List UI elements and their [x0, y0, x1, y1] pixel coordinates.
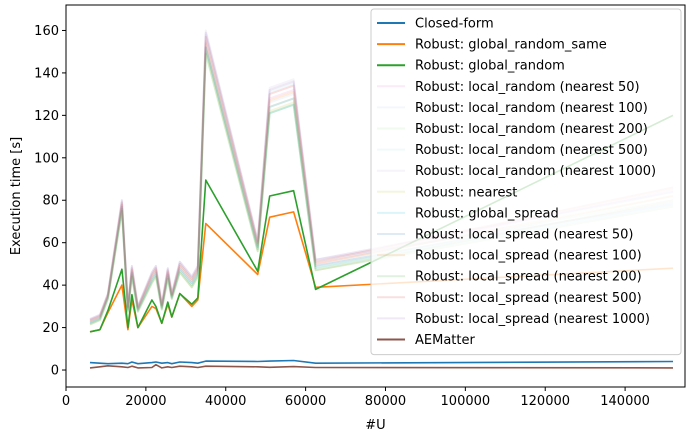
series-line-8	[89, 50, 674, 326]
legend-label: Robust: local_random (nearest 200)	[415, 122, 648, 137]
series-line-12	[89, 52, 674, 326]
series-line-2	[89, 114, 674, 333]
y-tick-label: 100	[34, 151, 59, 166]
y-axis: 0 20 40 60 80 100 120 140 160	[34, 24, 66, 379]
series-line-5	[89, 48, 674, 325]
x-tick-label: 140000	[600, 394, 650, 409]
x-tick-label: 0	[62, 394, 70, 409]
series-line-11	[89, 42, 674, 323]
y-axis-label: Execution time [s]	[9, 137, 24, 255]
x-axis-label: #U	[365, 418, 385, 433]
x-tick-label: 80000	[365, 394, 406, 409]
x-tick-label: 120000	[520, 394, 570, 409]
y-tick-label: 140	[34, 66, 59, 81]
x-tick-label: 20000	[125, 394, 166, 409]
series-line-6	[89, 33, 674, 322]
x-tick-label: 100000	[441, 394, 491, 409]
y-tick-label: 160	[34, 24, 59, 39]
legend-label: Robust: local_spread (nearest 100)	[415, 249, 642, 264]
legend: Closed-form Robust: global_random_same Rob…	[370, 8, 682, 356]
legend-label: Robust: nearest	[415, 185, 517, 200]
series-line-7	[89, 29, 674, 321]
series-line-13	[89, 35, 674, 322]
legend-label: Robust: local_random (nearest 500)	[415, 143, 648, 158]
series-line-14	[89, 31, 674, 321]
legend-label: Closed-form	[415, 17, 494, 32]
legend-box	[370, 8, 682, 356]
x-axis: 0 20000 40000 60000 80000 100000 120000 140000	[62, 387, 650, 409]
legend-label: Robust: local_spread (nearest 50)	[415, 228, 633, 243]
legend-label: Robust: local_random (nearest 1000)	[415, 164, 656, 179]
series-line-10	[89, 46, 674, 324]
y-tick-label: 0	[51, 364, 59, 379]
series-line-0	[89, 359, 674, 365]
y-tick-label: 40	[42, 279, 59, 294]
legend-label: Robust: global_random	[415, 59, 565, 74]
legend-label: Robust: local_spread (nearest 200)	[415, 270, 642, 285]
y-tick-label: 20	[42, 321, 59, 336]
legend-label: AEMatter	[415, 333, 475, 348]
legend-label: Robust: local_spread (nearest 1000)	[415, 312, 650, 327]
plot-frame	[65, 4, 686, 388]
y-tick-label: 120	[34, 109, 59, 124]
series-line-15	[89, 363, 674, 369]
series-line-4	[89, 44, 674, 324]
legend-label: Robust: global_random_same	[415, 38, 607, 53]
x-tick-label: 60000	[285, 394, 326, 409]
x-tick-label: 40000	[205, 394, 246, 409]
y-tick-label: 80	[42, 194, 59, 209]
series-layer	[89, 29, 674, 369]
y-tick-label: 60	[42, 236, 59, 251]
series-line-9	[89, 46, 674, 325]
legend-label: Robust: local_random (nearest 100)	[415, 101, 648, 116]
legend-label: Robust: global_spread	[415, 206, 559, 221]
legend-label: Robust: local_random (nearest 50)	[415, 80, 640, 95]
series-line-3	[89, 40, 674, 323]
legend-label: Robust: local_spread (nearest 500)	[415, 291, 642, 306]
